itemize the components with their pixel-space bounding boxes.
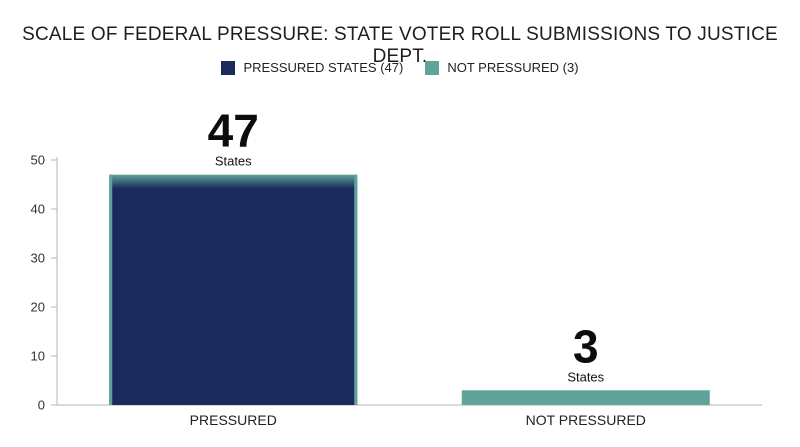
x-category-label: NOT PRESSURED bbox=[526, 412, 646, 428]
chart-title: SCALE OF FEDERAL PRESSURE: STATE VOTER R… bbox=[22, 24, 778, 67]
y-tick-label: 20 bbox=[31, 300, 45, 315]
legend-swatch-pressured bbox=[221, 60, 236, 75]
bar-unit-label: States bbox=[215, 154, 252, 169]
legend-label-not-pressured: NOT PRESSURED (3) bbox=[447, 60, 579, 75]
y-tick-label: 30 bbox=[31, 251, 45, 266]
y-tick-label: 0 bbox=[38, 398, 45, 413]
legend-label-pressured: PRESSURED STATES (47) bbox=[243, 60, 404, 75]
bar-value-label: 3 bbox=[573, 320, 599, 372]
chart-legend: PRESSURED STATES (47) NOT PRESSURED (3) bbox=[0, 60, 800, 75]
legend-item-not-pressured: NOT PRESSURED (3) bbox=[425, 60, 579, 75]
y-tick-label: 10 bbox=[31, 349, 45, 364]
legend-swatch-not-pressured bbox=[425, 60, 440, 75]
y-tick-label: 40 bbox=[31, 202, 45, 217]
bar-pressured-left-edge bbox=[109, 174, 113, 405]
bar-pressured-right-edge bbox=[354, 174, 358, 405]
y-tick-label: 50 bbox=[31, 153, 45, 168]
bar-pressured bbox=[109, 174, 358, 405]
bar-not-pressured bbox=[461, 390, 710, 405]
bar-unit-label: States bbox=[567, 369, 604, 384]
legend-item-pressured: PRESSURED STATES (47) bbox=[221, 60, 403, 75]
x-category-label: PRESSURED bbox=[190, 412, 277, 428]
bar-value-label: 47 bbox=[208, 105, 259, 157]
